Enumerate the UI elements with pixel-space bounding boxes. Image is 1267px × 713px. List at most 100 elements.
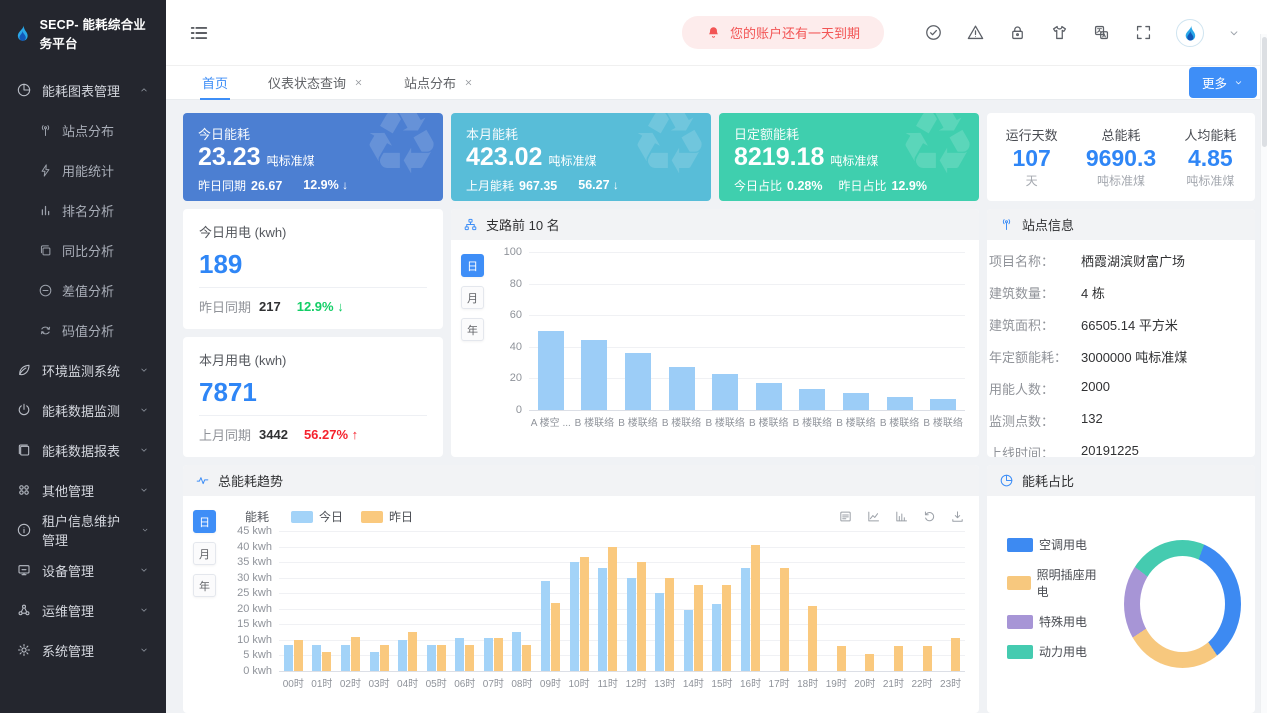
user-avatar[interactable] xyxy=(1176,18,1204,47)
chart-plot-area: 100 80 60 40 20 0 xyxy=(499,246,965,416)
bar xyxy=(922,646,932,671)
bar-group-2 xyxy=(616,252,660,410)
tab-首页[interactable]: 首页 xyxy=(182,66,248,100)
warning-icon[interactable] xyxy=(966,23,985,42)
more-button[interactable]: 更多 xyxy=(1188,67,1257,98)
bar xyxy=(636,562,646,671)
caret-down-icon xyxy=(138,404,150,416)
sidebar-group-3[interactable]: 能耗数据报表 xyxy=(0,430,166,470)
bar xyxy=(655,593,665,671)
bar-group-14 xyxy=(679,531,708,671)
line-chart-icon[interactable] xyxy=(866,509,881,524)
pie-legend-item-动力用电[interactable]: 动力用电 xyxy=(1007,643,1102,660)
sidebar-item-0-4[interactable]: 差值分析 xyxy=(0,270,166,310)
legend-label: 今日 xyxy=(319,510,344,524)
bar-chart-tool-icon[interactable] xyxy=(894,509,909,524)
loop-arrows-icon xyxy=(38,323,53,338)
legend-swatch xyxy=(1007,576,1031,590)
legend-label: 空调用电 xyxy=(1039,538,1088,552)
trend-toggle-年[interactable]: 年 xyxy=(193,574,216,597)
tab-label: 站点分布 xyxy=(404,76,457,91)
legend-item-昨日[interactable]: 昨日 xyxy=(361,508,413,525)
bar-group-18 xyxy=(793,531,822,671)
pie-legend-item-空调用电[interactable]: 空调用电 xyxy=(1007,536,1102,553)
legend-item-今日[interactable]: 今日 xyxy=(291,508,343,525)
sidebar-item-0-3[interactable]: 同比分析 xyxy=(0,230,166,270)
sidebar-item-0-1[interactable]: 用能统计 xyxy=(0,150,166,190)
bar-group-23 xyxy=(936,531,965,671)
branch-toggle-日[interactable]: 日 xyxy=(461,254,484,277)
summary-card: 运行天数 107 天 总能耗 9690.3 吨标准煤 人均能耗 4.85 吨标准煤 xyxy=(987,113,1255,201)
flame-logo-icon xyxy=(12,20,33,46)
branch-toggle-年[interactable]: 年 xyxy=(461,318,484,341)
scrollbar-thumb[interactable] xyxy=(1262,37,1267,147)
power-delta: 56.27% ↑ xyxy=(303,427,359,442)
pie-legend-item-特殊用电[interactable]: 特殊用电 xyxy=(1007,613,1102,630)
sidebar-item-0-0[interactable]: 站点分布 xyxy=(0,110,166,150)
bar xyxy=(465,644,475,671)
chart-toolbox xyxy=(838,509,965,524)
bar-group-5 xyxy=(747,252,791,410)
sidebar-group-1[interactable]: 环境监测系统 xyxy=(0,350,166,390)
tshirt-icon[interactable] xyxy=(1050,23,1069,42)
sidebar-item-0-5[interactable]: 码值分析 xyxy=(0,310,166,350)
bar xyxy=(312,644,322,671)
more-button-label: 更多 xyxy=(1201,77,1227,91)
sidebar-group-7[interactable]: 运维管理 xyxy=(0,590,166,630)
tab-list: 首页 仪表状态查询 站点分布 xyxy=(182,66,494,100)
lock-icon[interactable] xyxy=(1008,23,1027,42)
bar-group-0 xyxy=(279,531,308,671)
bar xyxy=(712,373,739,410)
branch-toggle-月[interactable]: 月 xyxy=(461,286,484,309)
ops-nodes-icon xyxy=(16,602,32,618)
sidebar-item-0-2[interactable]: 排名分析 xyxy=(0,190,166,230)
sidebar-group-8[interactable]: 系统管理 xyxy=(0,630,166,670)
bar-group-21 xyxy=(879,531,908,671)
pie-legend-item-照明插座用电[interactable]: 照明插座用电 xyxy=(1007,566,1102,600)
sidebar-group-4[interactable]: 其他管理 xyxy=(0,470,166,510)
pie-panel-header: 能耗占比 xyxy=(987,465,1255,496)
sidebar-group-5[interactable]: 租户信息维护管理 xyxy=(0,510,166,550)
sidebar-group-6[interactable]: 设备管理 xyxy=(0,550,166,590)
stat-card-footer: 上月能耗 967.35 56.27 ↓ xyxy=(466,177,696,194)
fullscreen-icon[interactable] xyxy=(1134,23,1153,42)
trend-toggle-月[interactable]: 月 xyxy=(193,542,216,565)
bar xyxy=(369,652,379,671)
translate-icon[interactable] xyxy=(1092,23,1111,42)
tab-站点分布[interactable]: 站点分布 xyxy=(384,66,494,100)
sidebar-group-0[interactable]: 能耗图表管理 xyxy=(0,70,166,110)
trend-toggle-日[interactable]: 日 xyxy=(193,510,216,533)
bar-group-3 xyxy=(660,252,704,410)
collapse-menu-icon[interactable] xyxy=(188,22,210,44)
notice-text: 您的账户还有一天到期 xyxy=(729,26,860,41)
x-axis-labels: A 楼空 ... B 楼联络 B 楼联络 B 楼联络 B 楼联络 B 楼联络 B 楼联络 B … xyxy=(530,418,963,429)
summary-item-label: 总能耗 xyxy=(1101,127,1141,143)
data-view-icon[interactable] xyxy=(838,509,853,524)
sidebar-group-label: 系统管理 xyxy=(42,643,95,659)
gauge-icon[interactable] xyxy=(924,23,943,42)
bar xyxy=(493,638,503,671)
tab-仪表状态查询[interactable]: 仪表状态查询 xyxy=(248,66,384,100)
caret-down-icon xyxy=(138,484,150,496)
caret-down-icon xyxy=(138,364,150,376)
power-card-column: 今日用电 (kwh) 189 昨日同期 217 12.9% ↓ 本月用电 (kwh) 787… xyxy=(183,209,443,457)
stat-card-footer: 昨日同期 26.67 12.9% ↓ xyxy=(198,177,428,194)
stat-card-unit: 吨标准煤 xyxy=(266,154,315,168)
stat-card-title: 日定额能耗 xyxy=(734,127,800,142)
sidebar-group-2[interactable]: 能耗数据监测 xyxy=(0,390,166,430)
bar xyxy=(799,388,826,410)
chevron-down-icon xyxy=(1233,77,1244,88)
bar xyxy=(608,546,618,671)
y-axis: 45 kwh 40 kwh 35 kwh 30 kwh 25 kwh 20 kwh 15 k… xyxy=(237,525,272,677)
power-card-0: 今日用电 (kwh) 189 昨日同期 217 12.9% ↓ xyxy=(183,209,443,329)
download-icon[interactable] xyxy=(950,509,965,524)
chevron-down-icon[interactable] xyxy=(1227,26,1241,40)
account-expiry-notice[interactable]: 您的账户还有一天到期 xyxy=(681,16,884,49)
site-info-value: 3000000 吨标准煤 xyxy=(1081,349,1188,365)
vertical-scrollbar[interactable] xyxy=(1260,34,1267,713)
site-info-value: 132 xyxy=(1081,410,1103,426)
close-icon[interactable] xyxy=(463,77,474,88)
close-icon[interactable] xyxy=(353,77,364,88)
restore-icon[interactable] xyxy=(922,509,937,524)
bar xyxy=(283,644,293,671)
